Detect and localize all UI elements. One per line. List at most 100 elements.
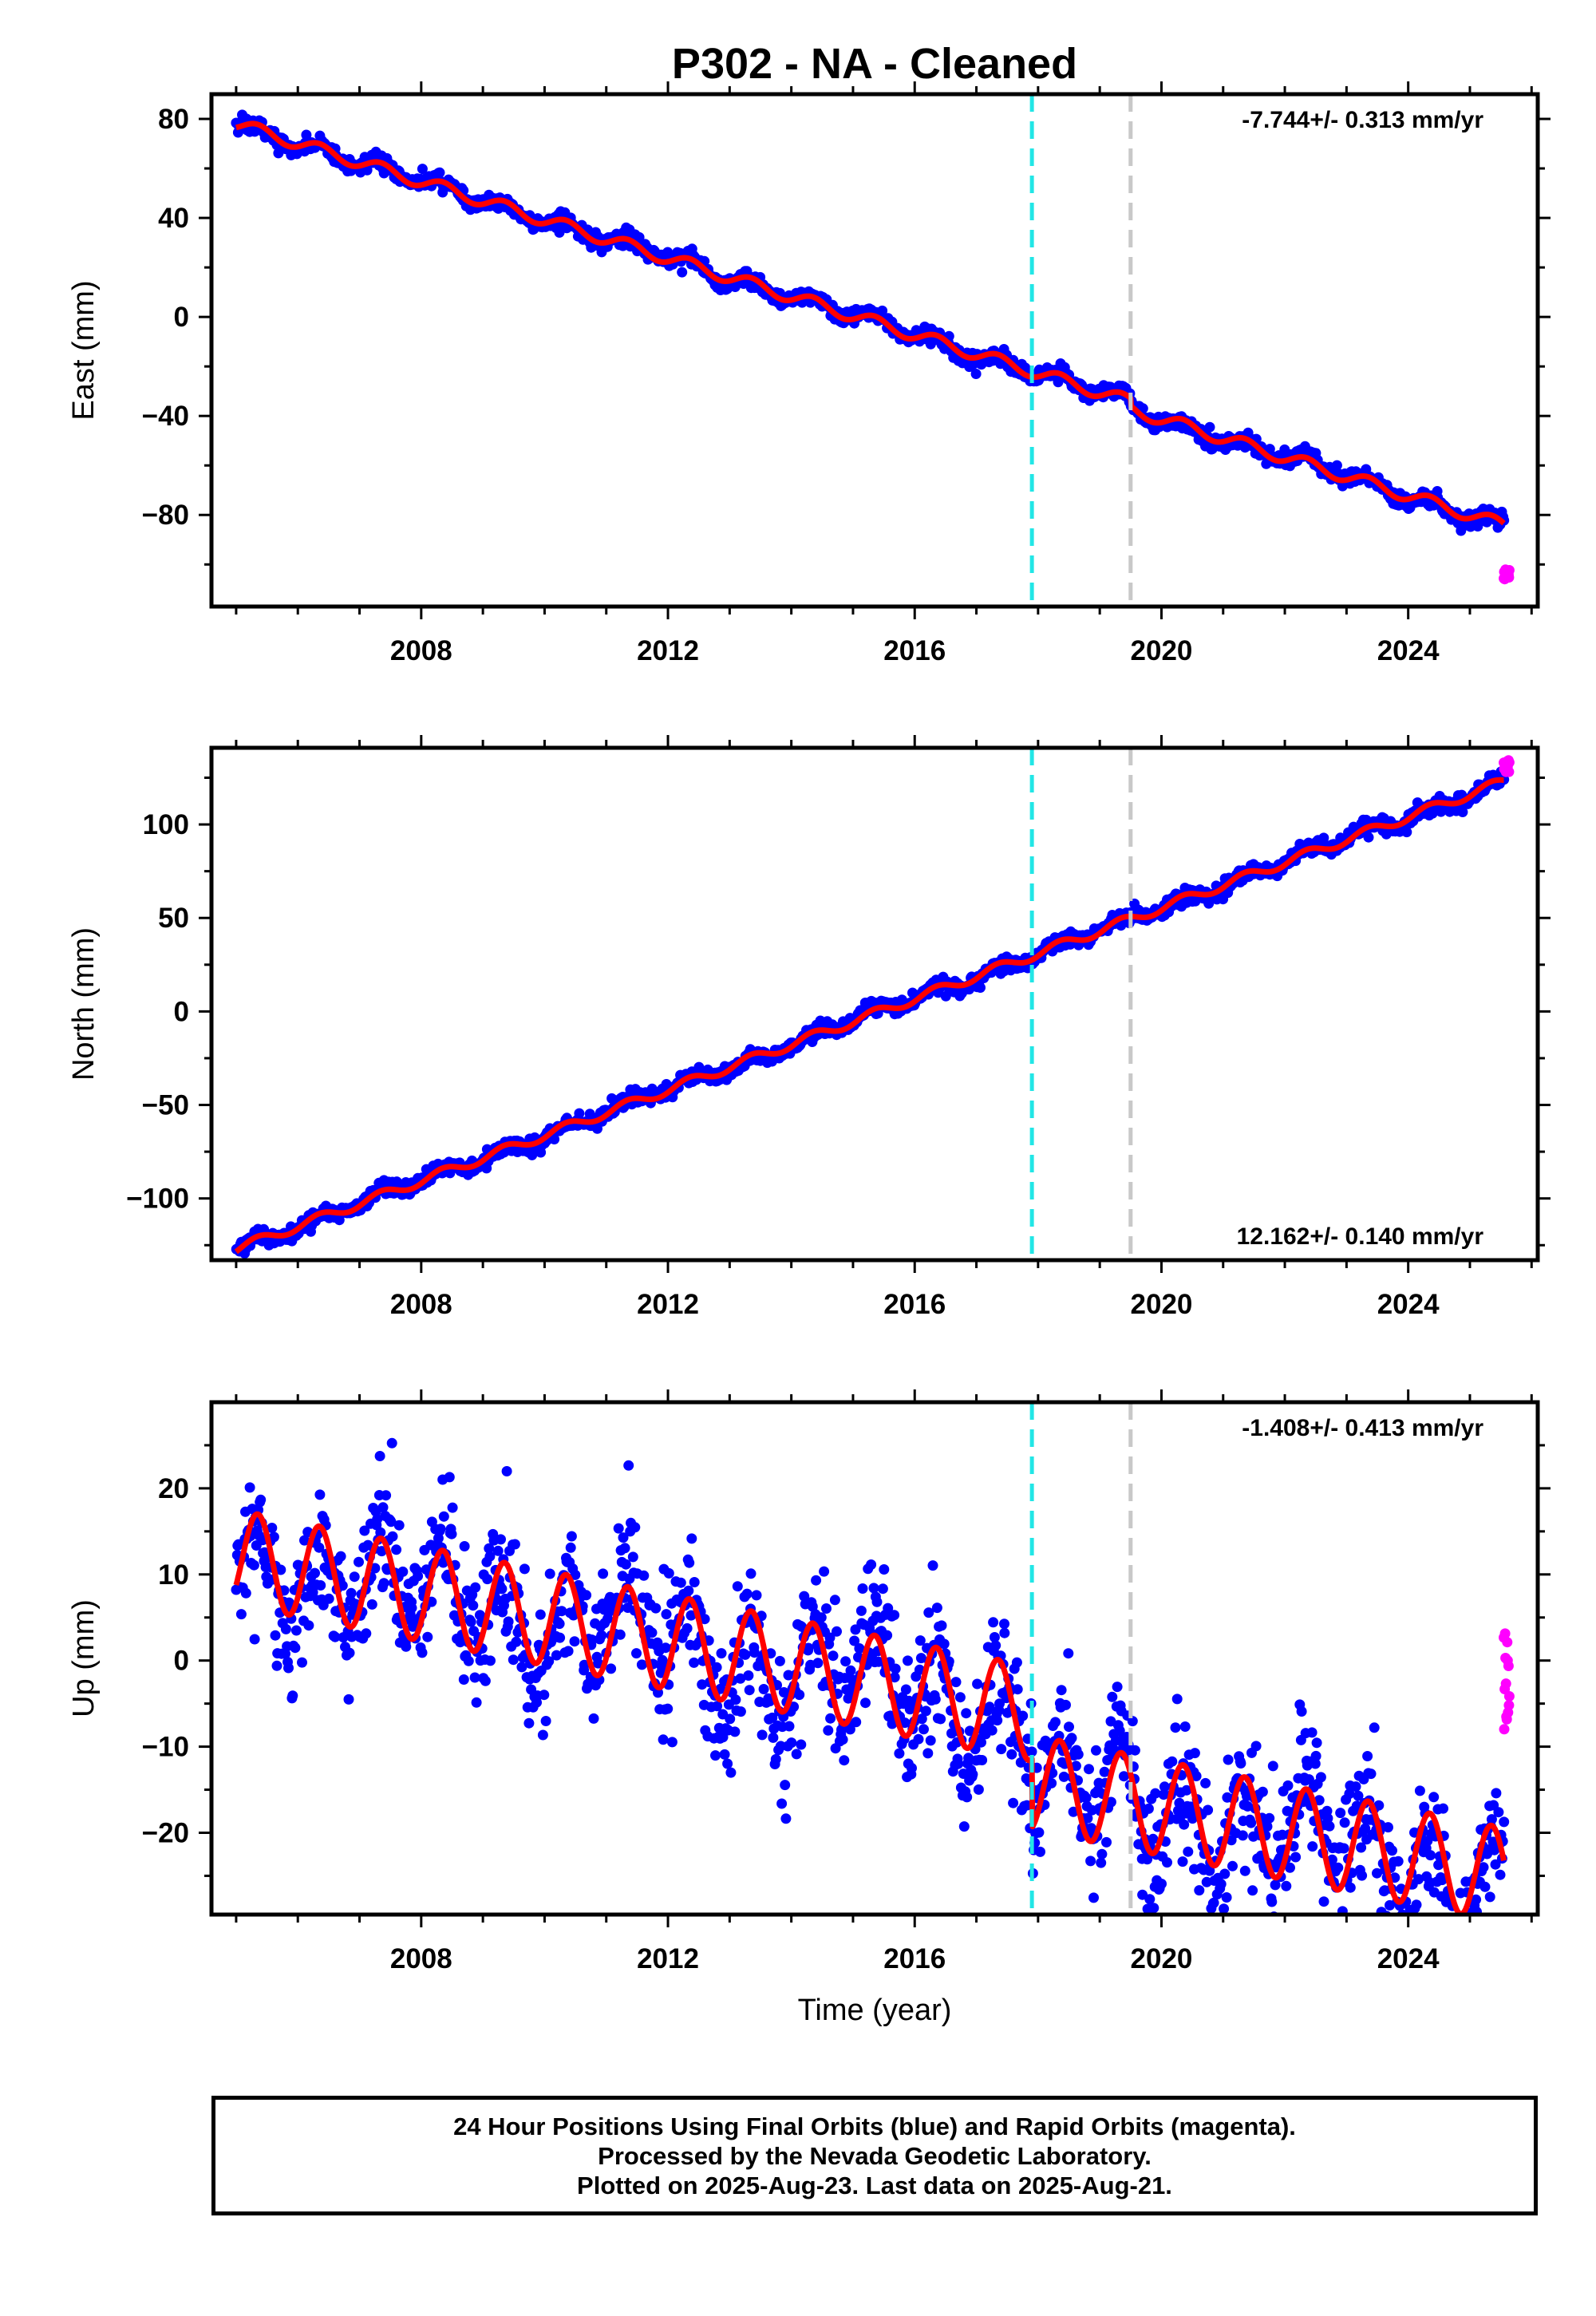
data-point xyxy=(1066,1733,1077,1744)
data-point xyxy=(967,1769,978,1780)
data-point xyxy=(961,1708,972,1719)
data-point xyxy=(631,1648,642,1659)
data-point xyxy=(1107,1691,1118,1702)
data-point xyxy=(1457,1952,1468,1962)
data-point xyxy=(503,1616,514,1627)
up-y-axis-label: Up (mm) xyxy=(67,1599,101,1717)
data-point xyxy=(1398,1933,1408,1943)
data-point xyxy=(716,1648,727,1659)
data-point xyxy=(1183,1846,1194,1857)
data-point xyxy=(903,1655,913,1666)
data-point xyxy=(496,1583,508,1595)
footer-line-orbits: 24 Hour Positions Using Final Orbits (bl… xyxy=(453,2112,1296,2140)
data-point xyxy=(918,1724,929,1735)
data-point xyxy=(744,1685,755,1696)
data-point xyxy=(310,1567,320,1579)
data-point xyxy=(992,1715,1003,1726)
data-point xyxy=(1050,1717,1061,1728)
data-point xyxy=(563,1646,574,1657)
data-point xyxy=(401,1641,412,1652)
data-point xyxy=(920,1705,931,1717)
data-point xyxy=(977,1755,988,1765)
data-point xyxy=(1061,1699,1071,1710)
data-point xyxy=(784,1721,795,1732)
data-point xyxy=(598,1568,609,1579)
data-point xyxy=(555,1632,566,1643)
data-point xyxy=(1006,1749,1017,1760)
data-point xyxy=(796,1739,807,1750)
data-point xyxy=(1363,832,1374,843)
data-point xyxy=(619,1543,630,1554)
data-point xyxy=(1088,1892,1099,1903)
data-point xyxy=(1179,1721,1191,1732)
data-point xyxy=(287,1690,298,1701)
data-point xyxy=(1493,1807,1504,1818)
data-point xyxy=(743,1670,754,1681)
x-tick-label: 2008 xyxy=(390,635,452,666)
data-point xyxy=(1148,1903,1159,1914)
data-point xyxy=(1401,827,1412,838)
data-point xyxy=(283,1662,294,1674)
data-point xyxy=(606,1663,617,1674)
data-point xyxy=(871,1596,883,1607)
data-point xyxy=(780,1813,792,1824)
data-point xyxy=(1445,1920,1456,1931)
data-point xyxy=(618,240,629,251)
data-point xyxy=(1444,1917,1455,1927)
data-point xyxy=(1331,460,1342,471)
east-y-axis-label: East (mm) xyxy=(67,280,101,420)
data-point xyxy=(1280,1948,1290,1958)
data-point xyxy=(1194,1885,1205,1896)
x-tick-label: 2016 xyxy=(883,635,946,666)
data-point xyxy=(447,1502,458,1513)
y-tick-label: −80 xyxy=(142,500,189,531)
data-point xyxy=(999,1627,1010,1638)
y-tick-label: 0 xyxy=(174,302,189,333)
data-point xyxy=(794,1690,805,1701)
data-point xyxy=(574,1108,585,1119)
data-point xyxy=(684,1557,695,1568)
data-point xyxy=(554,1618,565,1630)
data-point xyxy=(1237,1830,1248,1841)
data-point xyxy=(832,1626,842,1637)
data-point xyxy=(1223,1754,1234,1765)
data-point xyxy=(757,1729,768,1741)
data-point xyxy=(413,1571,424,1582)
data-point xyxy=(1211,1923,1222,1934)
data-point xyxy=(596,1630,607,1641)
data-point xyxy=(1257,1786,1268,1797)
rapid-data-point xyxy=(1500,1678,1511,1690)
y-tick-label: 0 xyxy=(174,1646,189,1677)
data-point xyxy=(1337,1927,1348,1938)
data-point xyxy=(482,1574,493,1585)
data-point xyxy=(662,1703,674,1714)
data-point xyxy=(535,1609,546,1620)
rapid-data-point xyxy=(1503,1691,1515,1701)
data-point xyxy=(417,164,428,175)
data-point xyxy=(463,1655,474,1666)
data-point xyxy=(1324,1820,1335,1832)
data-point xyxy=(581,1590,592,1601)
data-point xyxy=(378,1578,389,1589)
data-point xyxy=(1460,1932,1471,1943)
data-point xyxy=(722,1758,733,1769)
x-tick-label: 2024 xyxy=(1377,1943,1440,1974)
data-point xyxy=(990,1640,1001,1651)
data-point xyxy=(823,1725,834,1736)
data-point xyxy=(1063,1648,1074,1659)
data-point xyxy=(855,1605,867,1616)
data-point xyxy=(936,1620,947,1631)
data-point xyxy=(1479,1881,1491,1892)
data-point xyxy=(1499,1816,1510,1828)
data-point xyxy=(890,1663,901,1674)
data-point xyxy=(1383,1822,1393,1833)
data-point xyxy=(711,1662,722,1673)
data-point xyxy=(366,1599,377,1610)
data-point xyxy=(248,1559,259,1571)
data-point xyxy=(837,1734,848,1745)
data-point xyxy=(1491,1788,1502,1799)
data-point xyxy=(614,1629,626,1640)
data-point xyxy=(349,1571,360,1583)
rapid-data-point xyxy=(1503,1661,1514,1671)
